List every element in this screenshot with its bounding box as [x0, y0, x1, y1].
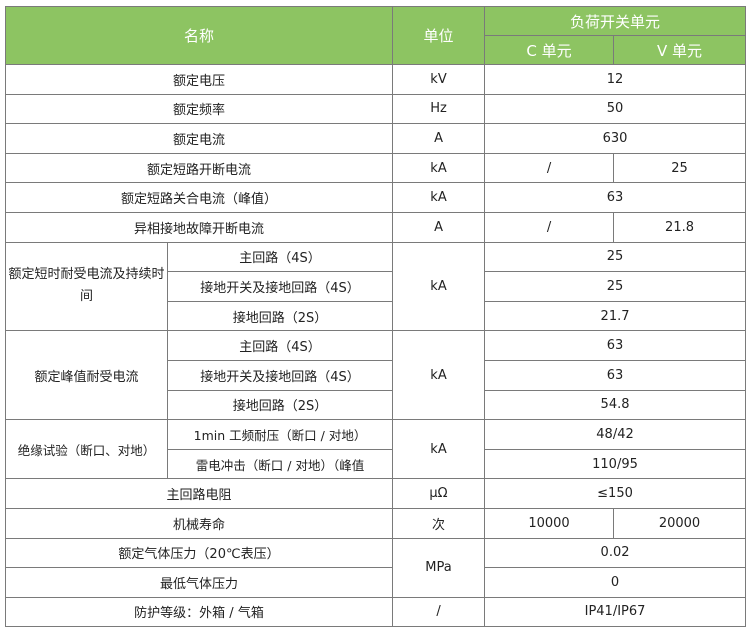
- group-unit: kA: [392, 241, 486, 332]
- table-row: 接地开关及接地回路（4S） 25: [6, 271, 747, 302]
- sub-label: 主回路（4S）: [166, 241, 394, 273]
- row-unit: μΩ: [392, 478, 486, 509]
- table-row: 异相接地故障开断电流 A/21.8: [4, 211, 747, 243]
- header-name: 名称: [4, 6, 394, 65]
- row-value: 50: [484, 93, 747, 125]
- row-value: 12: [484, 64, 747, 95]
- row-v-value: 21.8: [613, 211, 747, 243]
- row-c-value: /: [484, 211, 615, 243]
- row-value: 0.02: [484, 537, 747, 569]
- table-row: 最低气体压力 0: [4, 567, 747, 598]
- group-name: 额定短时耐受电流及持续时间: [5, 241, 168, 332]
- row-name: 主回路电阻: [4, 478, 394, 509]
- group-name: 额定峰值耐受电流: [5, 330, 168, 421]
- row-unit: 次: [392, 507, 486, 539]
- sub-value: 25: [484, 271, 747, 302]
- sub-value: 54.8: [484, 389, 747, 421]
- sub-label: 主回路（4S）: [166, 330, 394, 361]
- header-v-unit: V 单元: [613, 35, 747, 65]
- sub-value: 25: [484, 241, 747, 273]
- row-name: 防护等级：外箱 / 气箱: [4, 596, 394, 628]
- row-v-value: 25: [613, 152, 747, 184]
- table-row: 接地开关及接地回路（4S） 63: [6, 359, 747, 391]
- row-name: 额定频率: [4, 93, 394, 125]
- group-unit: kA: [392, 330, 486, 421]
- row-unit: kA: [392, 152, 486, 184]
- row-name: 额定短路开断电流: [4, 152, 394, 184]
- group-unit: kA: [392, 419, 486, 480]
- header-unit: 单位: [392, 6, 486, 65]
- table-row: 接地回路（2S） 21.7: [6, 300, 747, 332]
- sub-value: 63: [484, 359, 747, 391]
- row-unit: /: [392, 596, 486, 628]
- row-unit: Hz: [392, 93, 486, 125]
- sub-label: 雷电冲击（断口 / 对地）（峰值: [166, 448, 394, 480]
- table-row: 额定气体压力（20℃表压） MPa 0.02: [4, 537, 747, 598]
- table-row: 接地回路（2S） 54.8: [6, 389, 747, 421]
- table-row: 额定电压 kV 12: [4, 64, 747, 95]
- table-row: 雷电冲击（断口 / 对地）（峰值 110/95: [6, 448, 747, 480]
- row-name: 最低气体压力: [4, 567, 394, 598]
- table-row: 额定短时耐受电流及持续时间 主回路（4S） kA 25: [5, 241, 747, 332]
- group-name: 绝缘试验（断口、对地）: [5, 419, 168, 480]
- row-name: 额定电压: [4, 64, 394, 95]
- row-unit: kV: [392, 64, 486, 95]
- row-value: 63: [484, 182, 747, 213]
- row-unit: A: [392, 211, 486, 243]
- sub-label: 接地开关及接地回路（4S）: [166, 359, 394, 391]
- row-name: 额定短路关合电流（峰值）: [4, 182, 394, 213]
- sub-label: 接地回路（2S）: [166, 389, 394, 421]
- row-value: IP41/IP67: [484, 596, 747, 628]
- table-row: 防护等级：外箱 / 气箱 / IP41/IP67: [4, 596, 747, 628]
- row-name: 额定电流: [4, 123, 394, 154]
- row-c-value: /: [484, 152, 615, 184]
- table-row: 额定峰值耐受电流 主回路（4S） kA 63: [5, 330, 747, 421]
- header-subrow: C 单元 V 单元: [6, 35, 747, 65]
- row-value: ≤150: [484, 478, 747, 509]
- row-unit: kA: [392, 182, 486, 213]
- sub-value: 48/42: [484, 419, 747, 450]
- sub-label: 接地开关及接地回路（4S）: [166, 271, 394, 302]
- row-name: 机械寿命: [4, 507, 394, 539]
- table-row: 额定频率 Hz 50: [4, 93, 747, 125]
- spec-table: 名称 单位 负荷开关单元 C 单元 V 单元 额定电压 kV 12 额定频率 Hz 50…: [4, 6, 747, 628]
- table-row: 额定短路开断电流 kA/25: [4, 152, 747, 184]
- row-unit: A: [392, 123, 486, 154]
- row-value: 0: [484, 567, 747, 598]
- sub-value: 21.7: [484, 300, 747, 332]
- table-row: 主回路电阻 μΩ ≤150: [4, 478, 747, 509]
- sub-value: 63: [484, 330, 747, 361]
- row-value: 630: [484, 123, 747, 154]
- header-c-unit: C 单元: [484, 35, 615, 65]
- header-group: 负荷开关单元: [484, 6, 747, 36]
- row-name: 额定气体压力（20℃表压）: [4, 537, 394, 569]
- sub-label: 接地回路（2S）: [166, 300, 394, 332]
- row-v-value: 20000: [613, 507, 747, 539]
- table-row: 机械寿命次 10000 20000: [4, 507, 747, 539]
- table-row: 额定短路关合电流（峰值） kA 63: [4, 182, 747, 213]
- row-name: 异相接地故障开断电流: [4, 211, 394, 243]
- table-row: 额定电流 A 630: [4, 123, 747, 154]
- header-row: 名称 单位 负荷开关单元: [4, 6, 747, 65]
- row-c-value: 10000: [484, 507, 615, 539]
- sub-value: 110/95: [484, 448, 747, 480]
- sub-label: 1min 工频耐压（断口 / 对地）: [166, 419, 394, 450]
- table-row: 绝缘试验（断口、对地） 1min 工频耐压（断口 / 对地） kA 48/42: [5, 419, 747, 480]
- group-unit: MPa: [392, 537, 486, 598]
